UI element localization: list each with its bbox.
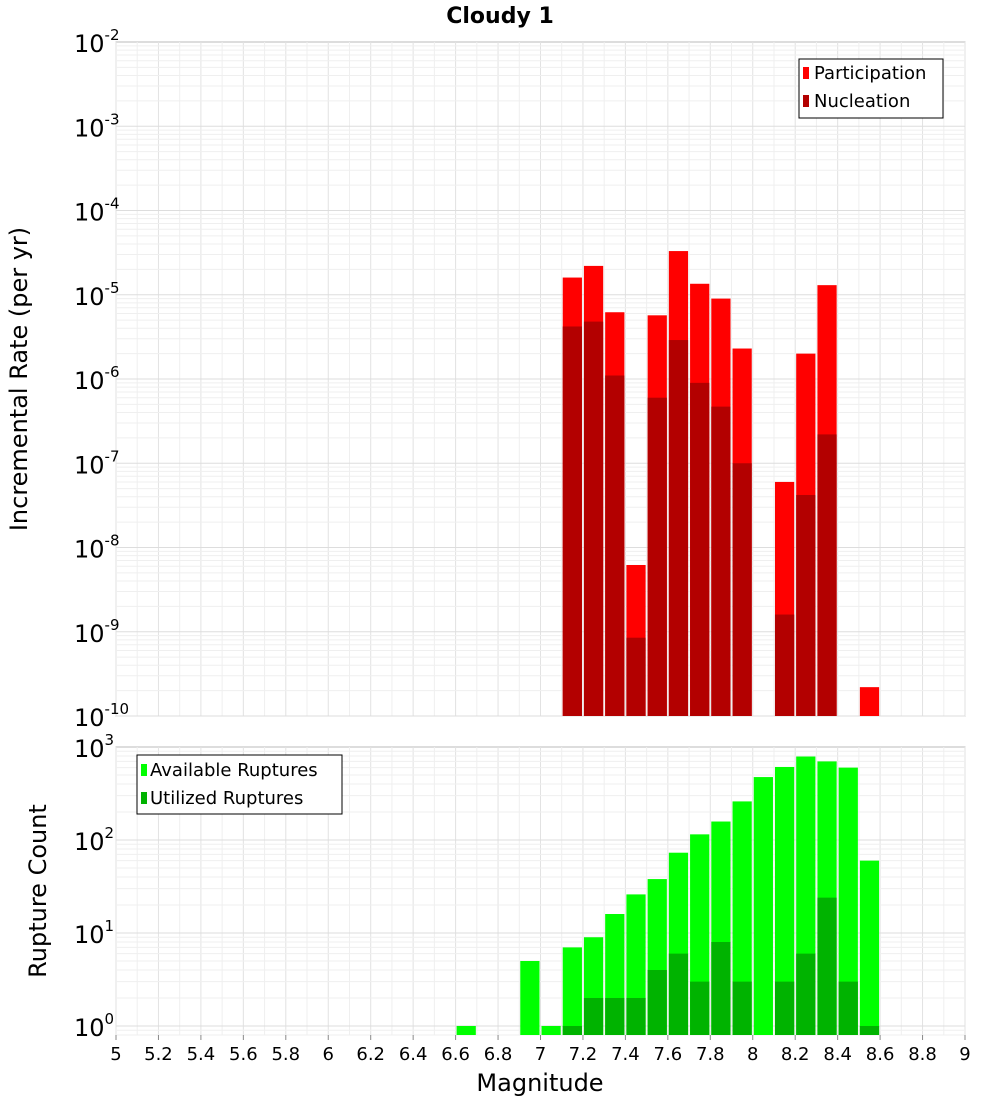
nucleation-bar bbox=[690, 382, 710, 716]
y-tick-label: 100 bbox=[74, 1010, 114, 1042]
x-axis-label: Magnitude bbox=[476, 1069, 603, 1097]
x-tick-label: 6.6 bbox=[441, 1044, 470, 1065]
utilized-ruptures-bar bbox=[859, 1025, 880, 1035]
count-legend-box bbox=[136, 754, 343, 815]
x-tick-label: 8.4 bbox=[823, 1044, 852, 1065]
rate-legend: Participation Nucleation bbox=[798, 58, 944, 119]
x-tick-label: 8.2 bbox=[781, 1044, 810, 1065]
available-ruptures-bar bbox=[859, 860, 880, 1035]
x-tick-label: 8.6 bbox=[866, 1044, 895, 1065]
y-tick-label: 10-4 bbox=[74, 195, 120, 227]
nucleation-bar bbox=[626, 637, 646, 716]
rate-bars bbox=[562, 251, 880, 717]
nucleation-bar bbox=[774, 614, 795, 716]
available-legend-swatch bbox=[141, 764, 147, 776]
available-ruptures-bar bbox=[753, 777, 773, 1035]
available-ruptures-bar bbox=[838, 767, 858, 1035]
utilized-ruptures-bar bbox=[562, 1025, 582, 1035]
nucleation-bar bbox=[668, 340, 689, 716]
utilized-ruptures-bar bbox=[774, 981, 795, 1035]
utilized-ruptures-bar bbox=[796, 953, 816, 1035]
x-tick-label: 5.2 bbox=[144, 1044, 173, 1065]
count-bars bbox=[456, 756, 880, 1035]
x-tick-label: 9 bbox=[959, 1044, 970, 1065]
y-tick-label: 10-8 bbox=[74, 532, 120, 564]
available-ruptures-bar bbox=[456, 1025, 476, 1035]
nucleation-bar bbox=[647, 397, 667, 716]
participation-legend-label: Participation bbox=[814, 63, 926, 84]
utilized-ruptures-bar bbox=[817, 897, 837, 1035]
nucleation-bar bbox=[796, 494, 816, 716]
utilized-ruptures-bar bbox=[690, 981, 710, 1035]
utilized-ruptures-bar bbox=[838, 981, 858, 1035]
nucleation-legend-swatch bbox=[803, 95, 809, 107]
utilized-ruptures-bar bbox=[626, 997, 646, 1035]
y-tick-label: 10-9 bbox=[74, 616, 120, 648]
y-tick-label: 101 bbox=[74, 917, 114, 949]
x-tick-label: 7.6 bbox=[654, 1044, 683, 1065]
y-tick-label: 102 bbox=[74, 824, 114, 856]
utilized-ruptures-bar bbox=[605, 997, 625, 1035]
x-tick-label: 7.2 bbox=[569, 1044, 598, 1065]
utilized-legend-swatch bbox=[141, 792, 147, 804]
y-tick-label: 10-2 bbox=[74, 26, 120, 58]
count-y-axis-label: Rupture Count bbox=[24, 804, 52, 978]
utilized-ruptures-bar bbox=[711, 942, 731, 1035]
participation-bar bbox=[859, 687, 880, 716]
utilized-ruptures-bar bbox=[583, 997, 604, 1035]
x-tick-label: 7 bbox=[535, 1044, 546, 1065]
rate-y-ticks: 10-2 10-3 10-4 10-5 10-6 10-7 10-8 10-9 10-10 bbox=[74, 26, 129, 732]
utilized-ruptures-bar bbox=[668, 953, 689, 1035]
y-tick-label: 10-3 bbox=[74, 110, 120, 142]
x-tick-label: 6.4 bbox=[399, 1044, 428, 1065]
utilized-legend-label: Utilized Ruptures bbox=[150, 788, 303, 809]
available-ruptures-bar bbox=[541, 1025, 561, 1035]
rate-plot: 10-2 10-3 10-4 10-5 10-6 10-7 10-8 10-9 10-10 In… bbox=[5, 26, 966, 732]
magnitude-x-ticks: 5 5.2 5.4 5.6 5.8 6 6.2 6.4 6.6 6.8 7 7.2 7.4 7.6 7.8 8… bbox=[110, 1035, 971, 1065]
x-tick-label: 8.8 bbox=[908, 1044, 937, 1065]
nucleation-bar bbox=[732, 463, 752, 716]
nucleation-bar bbox=[605, 375, 625, 716]
y-tick-label: 10-6 bbox=[74, 363, 120, 395]
nucleation-bar bbox=[711, 406, 731, 716]
x-tick-label: 6.2 bbox=[356, 1044, 385, 1065]
rate-y-axis-label: Incremental Rate (per yr) bbox=[5, 227, 33, 531]
y-tick-label: 10-10 bbox=[74, 700, 129, 732]
nucleation-bar bbox=[562, 326, 582, 716]
chart-title: Cloudy 1 bbox=[446, 4, 554, 29]
available-legend-label: Available Ruptures bbox=[150, 760, 318, 781]
rate-legend-box bbox=[798, 58, 944, 119]
available-ruptures-bar bbox=[774, 766, 795, 1035]
y-tick-label: 10-7 bbox=[74, 447, 120, 479]
x-tick-label: 8 bbox=[747, 1044, 758, 1065]
x-tick-label: 6 bbox=[323, 1044, 334, 1065]
x-tick-label: 5.4 bbox=[187, 1044, 216, 1065]
count-legend: Available Ruptures Utilized Ruptures bbox=[136, 754, 343, 815]
utilized-ruptures-bar bbox=[647, 969, 667, 1035]
x-tick-label: 5.8 bbox=[271, 1044, 300, 1065]
participation-legend-swatch bbox=[803, 67, 809, 79]
x-tick-label: 6.8 bbox=[484, 1044, 513, 1065]
available-ruptures-bar bbox=[732, 801, 752, 1035]
rate-gridlines bbox=[115, 42, 966, 717]
y-tick-label: 103 bbox=[74, 731, 114, 763]
utilized-ruptures-bar bbox=[732, 981, 752, 1035]
available-ruptures-bar bbox=[520, 960, 540, 1035]
x-tick-label: 5 bbox=[110, 1044, 121, 1065]
available-ruptures-bar bbox=[562, 947, 582, 1035]
nucleation-bar bbox=[817, 434, 837, 716]
count-y-ticks: 103 102 101 100 bbox=[74, 731, 114, 1042]
y-tick-label: 10-5 bbox=[74, 279, 120, 311]
nucleation-legend-label: Nucleation bbox=[814, 91, 910, 112]
x-tick-label: 5.6 bbox=[229, 1044, 258, 1065]
x-tick-label: 7.4 bbox=[611, 1044, 640, 1065]
nucleation-bar bbox=[583, 321, 604, 716]
count-plot: 103 102 101 100 5 5.2 5.4 5.6 5.8 6 6.2 6.4 6.6 6.8 7… bbox=[24, 731, 971, 1097]
x-tick-label: 7.8 bbox=[696, 1044, 725, 1065]
